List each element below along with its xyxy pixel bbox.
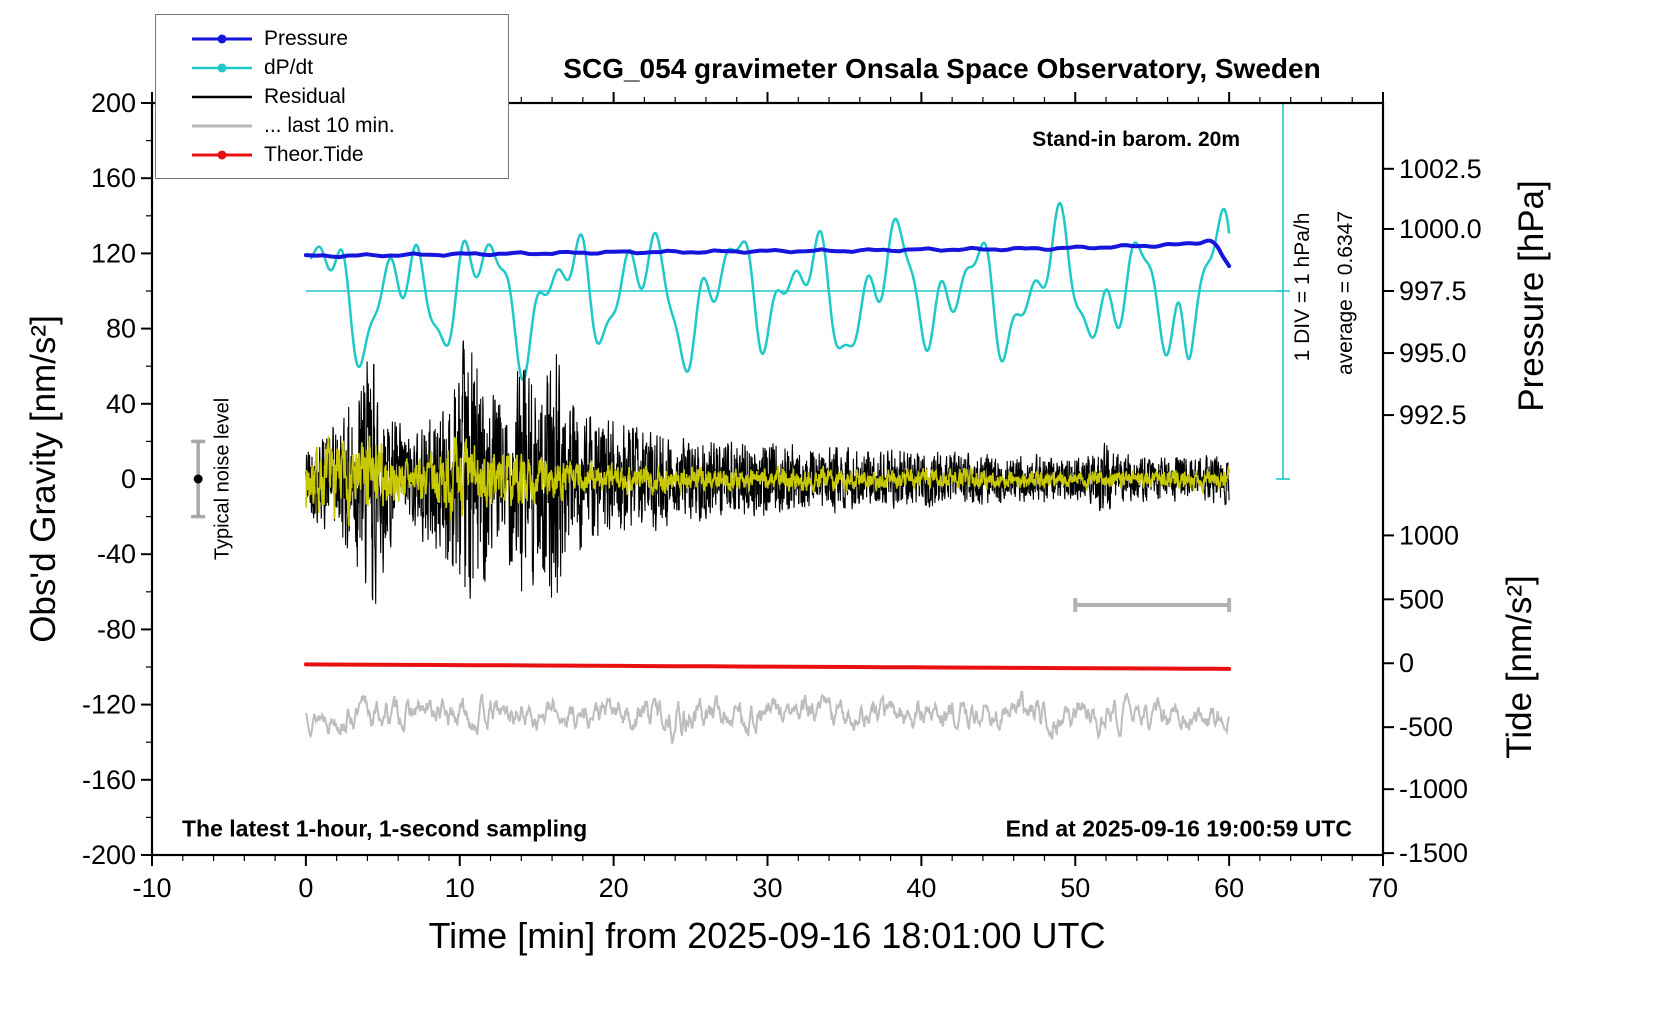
legend-item: Theor.Tide <box>190 140 500 169</box>
residual-series <box>305 340 1230 604</box>
legend-item: ... last 10 min. <box>190 111 500 140</box>
x-tick-label: 40 <box>906 873 936 903</box>
x-tick-label: 50 <box>1060 873 1090 903</box>
pressure-tick-label: 1000.0 <box>1399 214 1482 244</box>
pressure-tick-label: 995.0 <box>1399 338 1467 368</box>
tide-tick-label: -1000 <box>1399 774 1468 804</box>
gravity-tick-label: 0 <box>121 464 136 494</box>
legend-label: ... last 10 min. <box>264 113 395 137</box>
pressure-series <box>303 238 1232 269</box>
noise-level-dot <box>193 474 203 484</box>
legend-box: Pressure dP/dt Residual ... last 10 min. The… <box>155 14 509 179</box>
x-tick-label: 70 <box>1368 873 1398 903</box>
tide-axis-label: Tide [nm/s²] <box>1500 575 1539 759</box>
x-tick-label: 0 <box>298 873 313 903</box>
x-tick-label: -10 <box>132 873 171 903</box>
average-note: average = 0.6347 <box>1334 210 1357 376</box>
legend-label: Theor.Tide <box>264 142 364 166</box>
tide-tick-label: -500 <box>1399 712 1453 742</box>
legend-sample-line-dot <box>192 34 252 43</box>
x-axis-label: Time [min] from 2025-09-16 18:01:00 UTC <box>428 915 1106 956</box>
residual-filtered-series <box>305 435 1230 527</box>
chart-title: SCG_054 gravimeter Onsala Space Observat… <box>563 53 1321 84</box>
sampling-note: The latest 1-hour, 1-second sampling <box>182 815 588 842</box>
legend-marker-dot <box>217 150 227 159</box>
noise-level-label: Typical noise level <box>211 397 234 561</box>
legend-item: Pressure <box>190 24 500 53</box>
gravity-tick-label: 40 <box>106 389 136 419</box>
div-scale-note: 1 DIV = 1 hPa/h <box>1291 212 1314 362</box>
legend-label: Residual <box>264 84 346 108</box>
tide-tick-label: -1500 <box>1399 838 1468 868</box>
legend-item: Residual <box>190 82 500 111</box>
legend-item: dP/dt <box>190 53 500 82</box>
gravity-tick-label: 200 <box>91 88 136 118</box>
last10min-series <box>304 690 1231 744</box>
gravity-tick-label: -160 <box>82 765 136 795</box>
legend-marker-dot <box>217 63 227 72</box>
dpdt-series <box>309 201 1231 382</box>
pressure-tick-label: 992.5 <box>1399 400 1467 430</box>
legend-sample-line-dot <box>192 63 252 72</box>
x-tick-label: 10 <box>445 873 475 903</box>
tide-tick-label: 500 <box>1399 584 1444 614</box>
barometer-note: Stand-in barom. 20m <box>1032 128 1240 151</box>
x-tick-label: 20 <box>599 873 629 903</box>
gravity-tick-label: -80 <box>97 614 136 644</box>
legend-marker-dot <box>217 34 227 43</box>
gravity-tick-label: -40 <box>97 539 136 569</box>
x-tick-label: 60 <box>1214 873 1244 903</box>
gravity-axis-label: Obs'd Gravity [nm/s²] <box>24 315 63 643</box>
pressure-tick-label: 997.5 <box>1399 276 1467 306</box>
legend-label: Pressure <box>264 26 349 50</box>
legend-sample-line <box>192 124 252 127</box>
pressure-tick-label: 1002.5 <box>1399 154 1482 184</box>
gravity-tick-label: -120 <box>82 690 136 720</box>
end-time-note: End at 2025-09-16 19:00:59 UTC <box>1005 815 1352 842</box>
legend-sample-line <box>192 95 252 98</box>
tide-tick-label: 0 <box>1399 648 1414 678</box>
plot-frame <box>150 101 1385 857</box>
gravity-tick-label: 160 <box>91 163 136 193</box>
tide-tick-label: 1000 <box>1399 520 1459 550</box>
legend-sample-line-dot <box>192 150 252 159</box>
gravity-tick-label: 80 <box>106 314 136 344</box>
x-tick-label: 30 <box>752 873 782 903</box>
pressure-axis-label: Pressure [hPa] <box>1512 180 1551 412</box>
gravity-tick-label: -200 <box>82 840 136 870</box>
theor-tide-series <box>303 662 1232 671</box>
legend-label: dP/dt <box>264 55 314 79</box>
gravity-tick-label: 120 <box>91 238 136 268</box>
